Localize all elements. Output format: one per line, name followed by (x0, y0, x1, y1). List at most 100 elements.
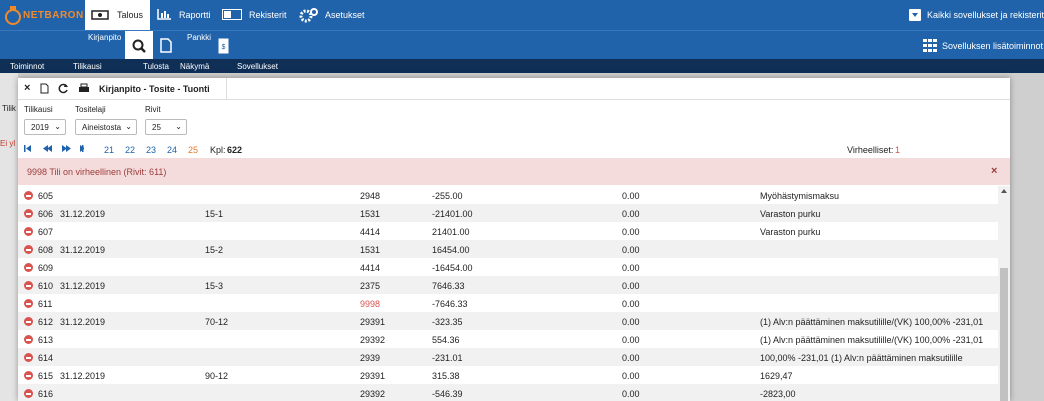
cell-vat: 0.00 (622, 299, 640, 309)
alert-close[interactable]: × (991, 165, 998, 177)
page-link[interactable]: 24 (167, 145, 178, 155)
error-icon (24, 371, 33, 380)
active-tool[interactable] (125, 31, 153, 60)
cell-amount: -21401.00 (432, 209, 473, 219)
page-link[interactable]: 21 (104, 145, 115, 155)
cell-no: 606 (38, 209, 54, 219)
cell-amount: -546.39 (432, 389, 463, 399)
cell-no: 614 (38, 353, 54, 363)
cell-description: 100,00% -231,01 (1) Alv:n päättäminen ma… (760, 353, 963, 363)
top-bar: NETBARON Talous Raportti Rekisterit Aset… (0, 0, 1044, 30)
table-row[interactable]: 612 31.12.2019 70-12 29391 -323.35 0.00 (1) Al… (18, 312, 998, 330)
cell-no: 612 (38, 317, 54, 327)
tab-label[interactable]: Asetukset (325, 10, 365, 20)
cell-voucher: 15-2 (205, 245, 224, 255)
filter-value: 25 (152, 123, 161, 132)
cell-vat: 0.00 (622, 227, 640, 237)
dialog-header: × Kirjanpito - Tosite - Tuonti (18, 78, 1010, 100)
cell-amount: -231.01 (432, 353, 463, 363)
tab-label[interactable]: Raportti (179, 10, 211, 20)
group-label: Pankki (187, 33, 212, 42)
menu-item[interactable]: Tulosta (143, 62, 169, 71)
table-row[interactable]: 614 2939 -231.01 0.00 100,00% -231,01 (1) Al… (18, 348, 998, 366)
tab-label: Talous (117, 10, 144, 20)
select-arrow: ⌄ (125, 122, 132, 131)
count: 622 (227, 145, 243, 155)
dialog-title: Kirjanpito - Tosite - Tuonti (99, 84, 210, 94)
cell-description: (1) Alv:n päättäminen maksutilille/(VK) … (760, 317, 984, 327)
active-tab[interactable]: Talous (85, 0, 150, 30)
print-icon[interactable] (78, 83, 90, 94)
table-row[interactable]: 616 29392 -546.39 0.00 -2823,00 (18, 384, 998, 401)
cell-amount: -255.00 (432, 191, 463, 201)
table-row[interactable]: 605 2948 -255.00 0.00 Myöhästymismaksu (18, 186, 998, 204)
table-row[interactable]: 609 4414 -16454.00 0.00 (18, 258, 998, 276)
cell-account: 4414 (360, 227, 381, 237)
filter-select[interactable]: Aineistosta ⌄ (75, 119, 137, 135)
error-icon (24, 191, 33, 200)
table-row[interactable]: 615 31.12.2019 90-12 29391 315.38 0.00 1629,47 (18, 366, 998, 384)
filter-label: Tilikausi (24, 105, 53, 114)
scroll-thumb[interactable] (1000, 268, 1008, 401)
cell-account: 4414 (360, 263, 381, 273)
filter-select[interactable]: 25 ⌄ (145, 119, 187, 135)
bank-icon[interactable]: $ (218, 38, 229, 54)
extra-actions[interactable]: Sovelluksen lisätoiminnot (942, 41, 1044, 51)
group-label: Kirjanpito (88, 33, 122, 42)
new-icon[interactable] (40, 83, 49, 94)
menu-item[interactable]: Tilikausi (73, 62, 102, 71)
cell-amount: 16454.00 (432, 245, 470, 255)
table: 605 2948 -255.00 0.00 Myöhästymismaksu 606 31.… (18, 186, 998, 401)
cell-account: 1531 (360, 209, 381, 219)
close-icon[interactable]: × (24, 82, 31, 94)
error-icon (24, 353, 33, 362)
background-panel: Tilik Ei yl (0, 73, 18, 401)
cell-vat: 0.00 (622, 317, 640, 327)
cell-voucher: 15-1 (205, 209, 224, 219)
refresh-icon[interactable] (58, 83, 69, 94)
cell-account: 29391 (360, 317, 386, 327)
scrollbar[interactable] (998, 186, 1010, 401)
cell-vat: 0.00 (622, 371, 640, 381)
page-link[interactable]: 25 (188, 145, 199, 155)
page-link[interactable]: 22 (125, 145, 136, 155)
document-icon[interactable] (160, 38, 172, 53)
divider (226, 78, 227, 99)
pager-arrows[interactable] (24, 145, 84, 153)
cell-amount: -323.35 (432, 317, 463, 327)
menu-item[interactable]: Näkymä (180, 62, 210, 71)
error-icon (24, 209, 33, 218)
cell-date: 31.12.2019 (60, 317, 106, 327)
table-row[interactable]: 613 29392 554.36 0.00 (1) Alv:n päättäminen … (18, 330, 998, 348)
table-row[interactable]: 606 31.12.2019 15-1 1531 -21401.00 0.00 Varast… (18, 204, 998, 222)
sub-bar: Kirjanpito Pankki $ Sovelluksen lisätoim… (0, 30, 1044, 60)
table-row[interactable]: 610 31.12.2019 15-3 2375 7646.33 0.00 (18, 276, 998, 294)
filter-select[interactable]: 2019 ⌄ (24, 119, 66, 135)
alert: 9998 Tili on virheellinen (Rivit: 611) × (18, 158, 1010, 185)
tab-label[interactable]: Rekisterit (249, 10, 287, 20)
table-row[interactable]: 607 4414 21401.00 0.00 Varaston purku (18, 222, 998, 240)
page-link[interactable]: 23 (146, 145, 157, 155)
all-apps[interactable]: Kaikki sovellukset ja rekisterit (927, 10, 1044, 20)
menu-item[interactable]: Toiminnot (10, 62, 45, 71)
table-row[interactable]: 611 9998 -7646.33 0.00 (18, 294, 998, 312)
logo-text: NETBARON (23, 10, 84, 21)
cell-voucher: 90-12 (205, 371, 229, 381)
error-icon (24, 299, 33, 308)
cell-vat: 0.00 (622, 353, 640, 363)
scroll-up[interactable] (1001, 189, 1007, 193)
table-row[interactable]: 608 31.12.2019 15-2 1531 16454.00 0.00 (18, 240, 998, 258)
grid-icon (923, 39, 937, 52)
cell-no: 616 (38, 389, 54, 399)
tab-icon (157, 9, 171, 20)
search-icon (132, 39, 146, 53)
cell-date: 31.12.2019 (60, 371, 106, 381)
error-icon (24, 263, 33, 272)
menu-item[interactable]: Sovellukset (237, 62, 278, 71)
alert-text: 9998 Tili on virheellinen (Rivit: 611) (27, 167, 167, 177)
error-icon (24, 335, 33, 344)
background-text: Tilik (2, 104, 16, 113)
cell-vat: 0.00 (622, 281, 640, 291)
cell-description: Varaston purku (760, 227, 821, 237)
